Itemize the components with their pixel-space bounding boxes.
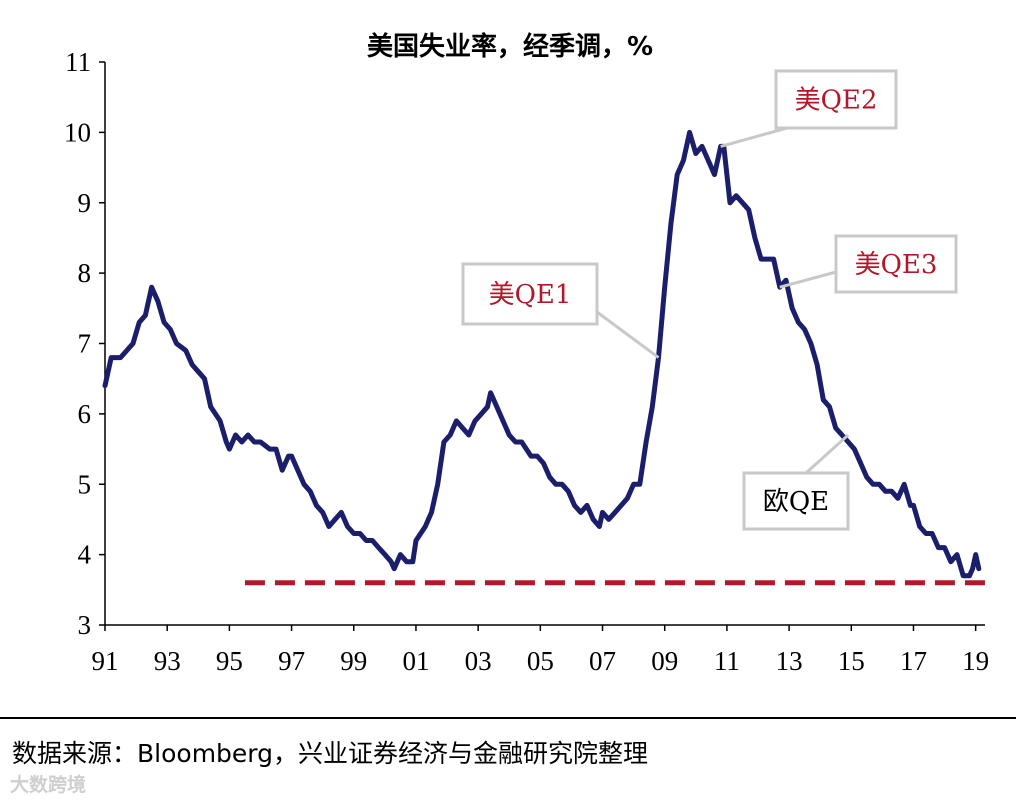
unemployment-line xyxy=(102,129,982,579)
x-tick-label: 13 xyxy=(776,646,803,676)
axes: 3 4 5 6 7 8 9 10 11 91 93 95 97 99 01 03 05 07 09 11 13 15 17 1… xyxy=(64,47,989,676)
y-tick-label: 6 xyxy=(78,399,92,429)
x-tick-label: 15 xyxy=(838,646,865,676)
x-tick-label: 99 xyxy=(340,646,367,676)
footer-divider xyxy=(0,717,1016,719)
callouts-group: 美QE1 美QE2 美QE3 欧QE xyxy=(461,69,958,531)
y-tick-label: 8 xyxy=(78,258,92,288)
x-tick-label: 11 xyxy=(714,646,740,676)
callout-pointer xyxy=(596,310,660,359)
x-tick-label: 17 xyxy=(900,646,927,676)
x-tick-label: 09 xyxy=(651,646,678,676)
callout-box xyxy=(461,262,599,326)
y-tick-label: 7 xyxy=(78,329,92,359)
x-tick-label: 03 xyxy=(465,646,492,676)
callout-label: 美QE3 xyxy=(855,250,938,280)
callout-box xyxy=(834,234,958,294)
callout-pointer xyxy=(779,270,837,289)
x-tick-label: 91 xyxy=(92,646,119,676)
y-tick-label: 9 xyxy=(78,188,92,218)
callout-label: 欧QE xyxy=(763,487,829,517)
callout-label: 美QE1 xyxy=(489,280,572,310)
callout: 美QE1 xyxy=(461,262,660,359)
series-group xyxy=(102,129,982,579)
x-tick-label: 19 xyxy=(962,646,989,676)
watermark: 大数跨境 xyxy=(10,774,87,796)
x-tick-label: 07 xyxy=(589,646,616,676)
x-tick-label: 01 xyxy=(402,646,429,676)
callout: 欧QE xyxy=(742,433,850,531)
y-tick-label: 11 xyxy=(65,47,91,77)
chart-svg: 美国失业率，经季调，% 3 4 5 6 7 8 9 10 11 91 93 95 97 99 01 03 05 0… xyxy=(64,31,989,676)
callout-pointer xyxy=(804,433,850,475)
y-tick-label: 3 xyxy=(78,610,92,640)
y-tick-label: 4 xyxy=(78,540,92,570)
x-tick-label: 97 xyxy=(278,646,305,676)
y-tick-label: 10 xyxy=(64,117,91,147)
callout-pointer xyxy=(720,126,788,148)
callout-box xyxy=(774,69,898,130)
callout: 美QE2 xyxy=(720,69,898,148)
x-tick-label: 95 xyxy=(216,646,243,676)
source-note: 数据来源：Bloomberg，兴业证券经济与金融研究院整理 xyxy=(12,739,649,768)
callout-label: 美QE2 xyxy=(795,86,878,116)
y-tick-label: 5 xyxy=(78,469,92,499)
callout: 美QE3 xyxy=(779,234,958,294)
x-tick-label: 05 xyxy=(527,646,554,676)
chart-title: 美国失业率，经季调，% xyxy=(367,31,653,62)
callout-box xyxy=(742,471,850,531)
x-tick-label: 93 xyxy=(154,646,181,676)
